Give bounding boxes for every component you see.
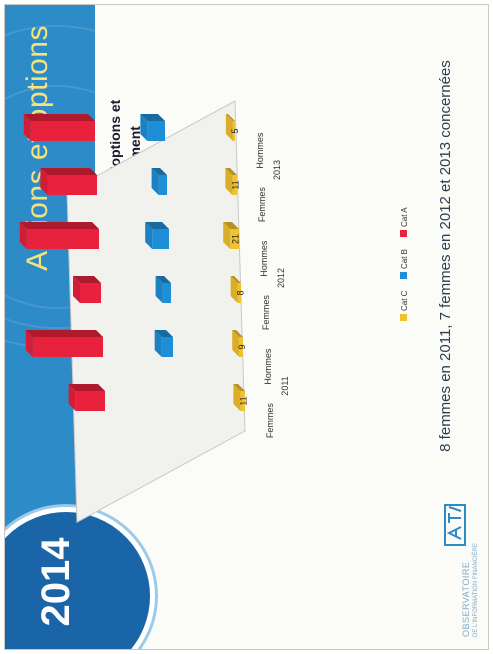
bar-top bbox=[140, 114, 148, 141]
bar-top bbox=[225, 114, 233, 141]
bar-top bbox=[225, 168, 233, 195]
bar-side bbox=[154, 330, 173, 337]
bar-chart: 11 9 8 21 11 5 Femmes Hommes Femmes Hommes Femmes H… bbox=[19, 100, 409, 524]
category-label: Hommes bbox=[263, 348, 273, 385]
bar-side bbox=[23, 114, 95, 121]
bar-front-cat-b bbox=[152, 229, 169, 249]
observatoire-logo: OBSERVATOIRE DE L'INFORMATION FINANCIÈRE bbox=[437, 497, 485, 637]
bar-front-cat-c bbox=[230, 229, 239, 249]
legend-swatch bbox=[400, 272, 407, 279]
bar-top bbox=[68, 384, 76, 411]
year-label: 2012 bbox=[276, 268, 286, 288]
bar-front-cat-a bbox=[30, 121, 96, 141]
bar-side bbox=[230, 276, 241, 283]
bar-front-cat-c bbox=[239, 337, 244, 357]
bar-top bbox=[232, 330, 240, 357]
data-label: 11 bbox=[239, 396, 249, 405]
bar-side bbox=[145, 222, 169, 229]
bar-top bbox=[230, 276, 238, 303]
bar-side bbox=[19, 222, 99, 229]
bar-top bbox=[40, 168, 48, 195]
bar-side bbox=[223, 222, 239, 229]
chart-floor bbox=[66, 100, 246, 524]
bar-side bbox=[40, 168, 97, 175]
legend-label: Cat A bbox=[400, 207, 409, 227]
bar-front-cat-a bbox=[32, 337, 103, 357]
logo-mark-icon bbox=[444, 504, 466, 546]
bar-front-cat-c bbox=[232, 175, 238, 195]
bar-side bbox=[225, 114, 235, 121]
bar-front-cat-b bbox=[147, 121, 165, 141]
bar-side bbox=[140, 114, 165, 121]
bar-top bbox=[25, 330, 33, 357]
bar-top bbox=[145, 222, 153, 249]
bar-side bbox=[232, 330, 243, 337]
bar-top bbox=[154, 330, 162, 357]
bar-front-cat-b bbox=[161, 337, 174, 357]
data-label: 21 bbox=[231, 234, 241, 244]
bar-side bbox=[68, 384, 105, 391]
bar-top bbox=[155, 276, 163, 303]
bar-top bbox=[151, 168, 159, 195]
year-label: 2013 bbox=[272, 160, 282, 180]
slide-page: Actions et options 2014 Evolution moyenn… bbox=[4, 4, 489, 650]
legend-label: Cat B bbox=[400, 249, 409, 269]
data-label: 9 bbox=[237, 344, 247, 349]
footnote: 8 femmes en 2011, 7 femmes en 2012 et 20… bbox=[437, 60, 454, 452]
bar-front-cat-b bbox=[158, 175, 168, 195]
slide-canvas: Actions et options 2014 Evolution moyenn… bbox=[5, 5, 488, 649]
logo-subtext: DE L'INFORMATION FINANCIÈRE bbox=[473, 542, 479, 637]
bar-side bbox=[73, 276, 101, 283]
category-label: Hommes bbox=[259, 240, 269, 277]
legend-swatch bbox=[400, 230, 407, 237]
category-label: Femmes bbox=[261, 295, 271, 331]
legend-label: Cat C bbox=[400, 290, 409, 311]
legend-swatch bbox=[400, 314, 407, 321]
category-label: Femmes bbox=[257, 187, 267, 223]
data-label: 5 bbox=[230, 128, 240, 133]
bar-front-cat-a bbox=[75, 391, 105, 411]
bar-front-cat-a bbox=[80, 283, 101, 303]
category-label: Femmes bbox=[265, 403, 275, 439]
bar-front-cat-c bbox=[240, 391, 246, 411]
bar-front-cat-a bbox=[26, 229, 99, 249]
data-label: 11 bbox=[231, 180, 241, 189]
data-label: 8 bbox=[235, 290, 245, 295]
bar-top bbox=[223, 222, 231, 249]
year-label: 2011 bbox=[280, 376, 290, 395]
bar-side bbox=[155, 276, 171, 283]
bar-front-cat-c bbox=[237, 283, 241, 303]
bar-front-cat-a bbox=[47, 175, 97, 195]
bar-top bbox=[73, 276, 80, 303]
bar-top bbox=[19, 222, 27, 249]
bar-front-cat-c bbox=[232, 121, 235, 141]
bar-top bbox=[23, 114, 31, 141]
bar-side bbox=[25, 330, 103, 337]
bar-side bbox=[233, 384, 245, 391]
bar-front-cat-b bbox=[162, 283, 172, 303]
bar-side bbox=[151, 168, 167, 175]
category-label: Hommes bbox=[255, 132, 265, 169]
bar-top bbox=[233, 384, 241, 411]
bar-side bbox=[225, 168, 237, 175]
logo-text: OBSERVATOIRE bbox=[461, 561, 471, 637]
